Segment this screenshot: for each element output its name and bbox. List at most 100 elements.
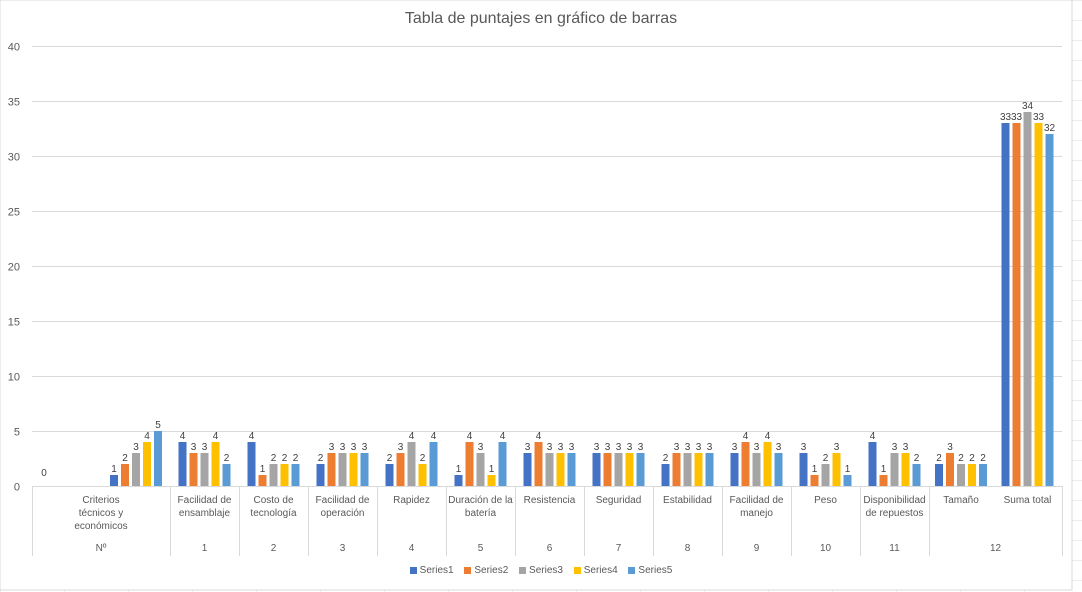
data-label: 2 bbox=[318, 453, 324, 464]
bar-series5 bbox=[912, 464, 921, 486]
x-group-label: 7 bbox=[616, 543, 622, 554]
y-tick-label: 5 bbox=[14, 427, 20, 439]
legend-item-series2: Series2 bbox=[464, 565, 508, 576]
data-label: 1 bbox=[489, 464, 495, 475]
legend-swatch bbox=[628, 567, 636, 574]
data-label: 4 bbox=[144, 431, 150, 442]
data-label: 0 bbox=[41, 468, 47, 479]
x-group-label: 1 bbox=[202, 543, 208, 554]
data-label: 3 bbox=[362, 442, 368, 453]
data-label: 3 bbox=[754, 442, 760, 453]
data-label: 4 bbox=[500, 431, 506, 442]
data-label: 2 bbox=[271, 453, 277, 464]
x-tick-label: Estabilidad bbox=[663, 495, 712, 506]
legend-swatch bbox=[519, 567, 527, 574]
bar-series3 bbox=[200, 453, 209, 486]
data-label: 2 bbox=[663, 453, 669, 464]
data-label: 2 bbox=[420, 453, 426, 464]
data-label: 4 bbox=[536, 431, 542, 442]
data-label: 4 bbox=[180, 431, 186, 442]
data-label: 3 bbox=[351, 442, 357, 453]
legend-swatch bbox=[573, 567, 581, 574]
x-tick-label: Criterios técnicos y económicos bbox=[74, 495, 127, 532]
x-tick-label-line: de repuestos bbox=[866, 508, 924, 519]
bar-series3 bbox=[821, 464, 830, 486]
x-tick-label-line: Suma total bbox=[1004, 495, 1052, 506]
bar-series4 bbox=[211, 442, 220, 486]
bar-series5 bbox=[498, 442, 507, 486]
bar-series1 bbox=[523, 453, 532, 486]
bar-series2 bbox=[258, 475, 267, 486]
bar-series2 bbox=[534, 442, 543, 486]
bar-series4 bbox=[694, 453, 703, 486]
x-group-label: 2 bbox=[271, 543, 277, 554]
data-label: 3 bbox=[903, 442, 909, 453]
bar-series3 bbox=[476, 453, 485, 486]
bar-series4 bbox=[968, 464, 976, 486]
bar-series3 bbox=[752, 453, 761, 486]
data-label: 4 bbox=[409, 431, 415, 442]
x-tick-label-line: Facilidad de bbox=[730, 495, 784, 506]
bar-series3 bbox=[614, 453, 623, 486]
bar-series5 bbox=[429, 442, 438, 486]
x-group-label: Nº bbox=[96, 543, 107, 554]
x-tick-label-line: técnicos y bbox=[79, 508, 123, 519]
data-label: 3 bbox=[685, 442, 691, 453]
data-label: 4 bbox=[870, 431, 876, 442]
data-label: 3 bbox=[594, 442, 600, 453]
bar-series1 bbox=[385, 464, 394, 486]
legend-label: Series3 bbox=[529, 565, 563, 576]
bar-series3 bbox=[1023, 112, 1032, 486]
data-label: 3 bbox=[947, 442, 953, 453]
bar-series1 bbox=[247, 442, 256, 486]
data-label: 2 bbox=[823, 453, 829, 464]
y-tick-label: 25 bbox=[8, 207, 20, 219]
bar-series5 bbox=[774, 453, 783, 486]
y-tick-label: 20 bbox=[8, 262, 20, 274]
x-tick-label-line: ensamblaje bbox=[179, 508, 231, 519]
x-group-label: 8 bbox=[685, 543, 691, 554]
bar-series5 bbox=[360, 453, 369, 486]
data-label: 3 bbox=[329, 442, 335, 453]
data-label: 3 bbox=[638, 442, 644, 453]
bar-series3 bbox=[269, 464, 278, 486]
x-tick-label: Seguridad bbox=[596, 495, 642, 506]
x-tick-label-line: Duración de la bbox=[448, 495, 513, 506]
data-label: 3 bbox=[525, 442, 531, 453]
bar-series1 bbox=[1001, 123, 1010, 486]
y-tick-label: 40 bbox=[8, 42, 20, 54]
bar-series2 bbox=[879, 475, 888, 486]
y-tick-label: 30 bbox=[8, 152, 20, 164]
data-label: 3 bbox=[202, 442, 208, 453]
legend-item-series1: Series1 bbox=[409, 565, 454, 576]
x-tick-label-line: Facilidad de bbox=[178, 495, 232, 506]
bar-series5 bbox=[567, 453, 576, 486]
legend-label: Series1 bbox=[419, 565, 454, 576]
bar-series2 bbox=[327, 453, 336, 486]
bar-series3 bbox=[132, 453, 140, 486]
data-label: 5 bbox=[155, 420, 161, 431]
x-tick-label-line: Criterios bbox=[82, 495, 119, 506]
data-label: 2 bbox=[914, 453, 920, 464]
data-label: 2 bbox=[282, 453, 288, 464]
bar-series4 bbox=[143, 442, 151, 486]
x-group-label: 5 bbox=[478, 543, 484, 554]
data-label: 1 bbox=[845, 464, 851, 475]
x-tick-label-line: batería bbox=[465, 508, 497, 519]
category-axis: Criterios técnicos y económicos Facilidad d… bbox=[32, 486, 1063, 556]
data-label: 3 bbox=[696, 442, 702, 453]
data-label: 1 bbox=[881, 464, 887, 475]
data-label: 4 bbox=[467, 431, 473, 442]
bar-series2 bbox=[1012, 123, 1021, 486]
bar-series1 bbox=[592, 453, 601, 486]
x-tick-label: Disponibilidad de repuestos bbox=[863, 495, 925, 519]
x-tick-label-line: operación bbox=[321, 508, 365, 519]
data-label: 2 bbox=[122, 453, 128, 464]
x-group-label: 4 bbox=[409, 543, 415, 554]
x-tick-label: Rapidez bbox=[393, 495, 430, 506]
bar-series1 bbox=[454, 475, 463, 486]
bar-series5 bbox=[705, 453, 714, 486]
legend-item-series4: Series4 bbox=[573, 565, 618, 576]
x-tick-label: Facilidad de manejo bbox=[730, 495, 784, 519]
